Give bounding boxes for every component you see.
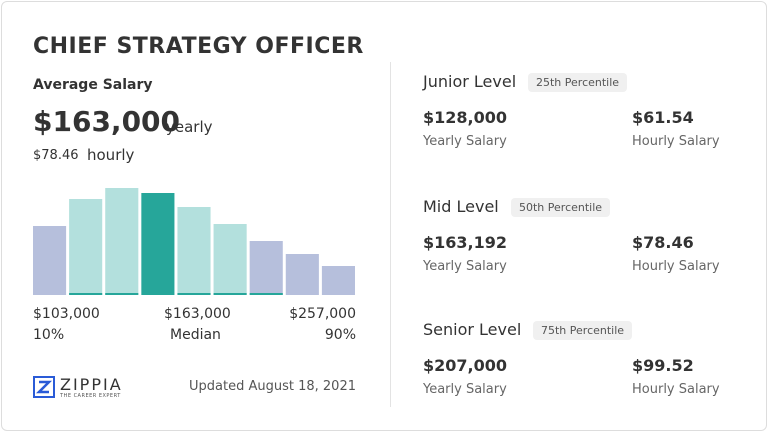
hourly-label: Hourly Salary: [632, 134, 720, 149]
average-hourly: $78.46: [33, 148, 79, 163]
percentile-badge: 50th Percentile: [511, 198, 611, 217]
hourly-salary: $61.54: [632, 108, 694, 127]
level-name: Junior Level: [423, 72, 517, 91]
bar: [285, 254, 319, 295]
divider: [390, 62, 391, 407]
hourly-salary: $78.46: [632, 233, 694, 252]
bar-accent: [177, 293, 211, 295]
bar: [249, 241, 283, 295]
percentile-badge: 75th Percentile: [533, 321, 633, 340]
yearly-label: Yearly Salary: [423, 382, 507, 397]
scale-mid: $163,000: [164, 306, 231, 322]
bar-accent: [105, 293, 139, 295]
hourly-salary: $99.52: [632, 356, 694, 375]
level-name: Senior Level: [423, 320, 522, 339]
scale-low: $103,000: [33, 306, 100, 322]
logo-icon: [33, 376, 55, 398]
hourly-label: Hourly Salary: [632, 259, 720, 274]
hourly-label: Hourly Salary: [632, 382, 720, 397]
yearly-label: Yearly Salary: [423, 259, 507, 274]
bar: [105, 188, 139, 295]
title: CHIEF STRATEGY OFFICER: [33, 34, 364, 59]
bar: [321, 266, 355, 295]
percentile-low: 10%: [33, 327, 65, 343]
bar-accent: [213, 293, 247, 295]
bar: [33, 226, 67, 295]
percentile-mid: Median: [170, 327, 221, 343]
average-yearly: $163,000: [33, 105, 181, 138]
bar: [177, 207, 211, 295]
bar: [213, 224, 247, 295]
level-name: Mid Level: [423, 197, 499, 216]
hourly-unit: hourly: [87, 146, 135, 164]
yearly-salary: $207,000: [423, 356, 508, 375]
yearly-salary: $163,192: [423, 233, 508, 252]
bar: [69, 199, 103, 295]
logo-tagline: THE CAREER EXPERT: [60, 393, 121, 399]
histogram: [33, 188, 355, 295]
average-label: Average Salary: [33, 77, 153, 93]
bar: [141, 193, 175, 295]
percentile-high: 90%: [324, 327, 356, 343]
bar-accent: [249, 293, 283, 295]
yearly-label: Yearly Salary: [423, 134, 507, 149]
yearly-unit: yearly: [166, 118, 213, 136]
updated: Updated August 18, 2021: [189, 379, 356, 394]
scale-high: $257,000: [289, 306, 356, 322]
logo-text: ZIPPIA: [60, 375, 123, 394]
yearly-salary: $128,000: [423, 108, 508, 127]
bar-accent: [69, 293, 103, 295]
percentile-badge: 25th Percentile: [528, 73, 628, 92]
